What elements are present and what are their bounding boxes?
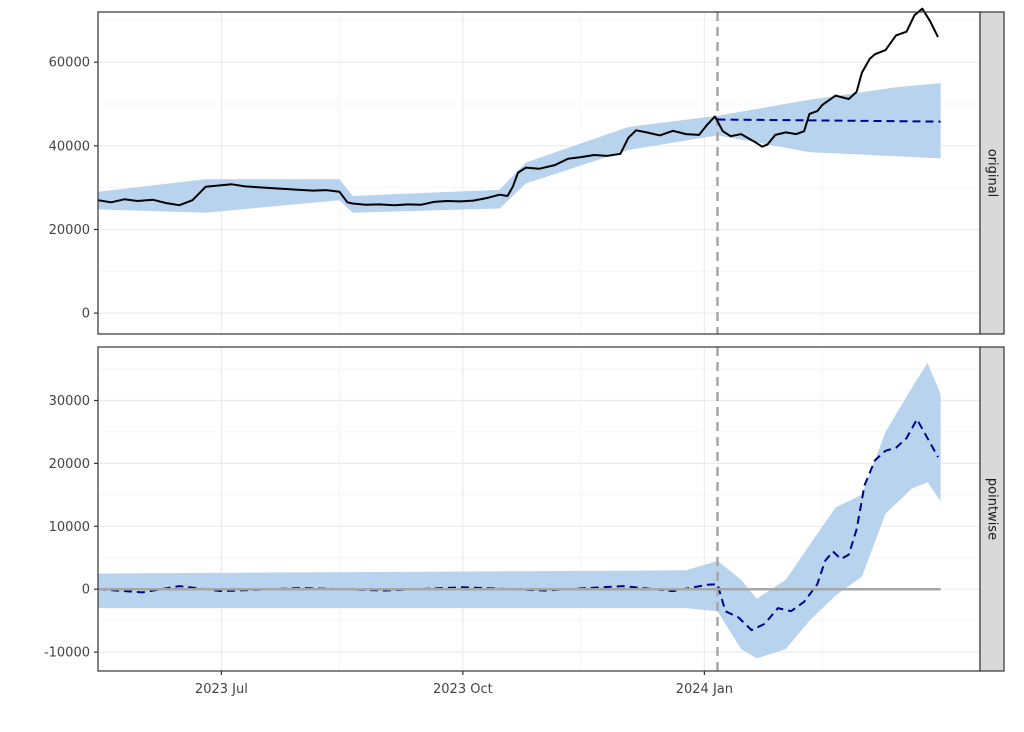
y-tick-label: 20000 <box>49 223 90 238</box>
observed-series-line <box>97 7 939 207</box>
y-tick-label: -10000 <box>44 646 90 661</box>
confidence-band <box>98 362 941 659</box>
x-tick-label: 2023 Jul <box>195 682 248 697</box>
facet-strip <box>979 346 1005 672</box>
prediction-series-line <box>717 118 941 123</box>
y-tick-label: 0 <box>82 583 90 598</box>
y-tick-label: 30000 <box>49 394 90 409</box>
panel-original: 0 20000 40000 60000 original <box>49 7 1005 335</box>
y-tick-label: 0 <box>82 307 90 322</box>
x-axis: 2023 Jul 2023 Oct 2024 Jan <box>195 671 733 697</box>
y-tick-label: 20000 <box>49 457 90 472</box>
facet-strip-label: original <box>985 149 1000 198</box>
x-tick-label: 2023 Oct <box>433 682 493 697</box>
y-tick-label: 10000 <box>49 520 90 535</box>
confidence-band <box>98 83 941 213</box>
y-tick-label: 40000 <box>49 139 90 154</box>
facet-strip-label: pointwise <box>985 478 1000 540</box>
x-tick-label: 2024 Jan <box>676 682 733 697</box>
y-tick-label: 60000 <box>49 56 90 71</box>
facet-strip <box>979 11 1005 335</box>
panel-pointwise: -10000 0 10000 20000 30000 pointwise <box>44 346 1005 672</box>
